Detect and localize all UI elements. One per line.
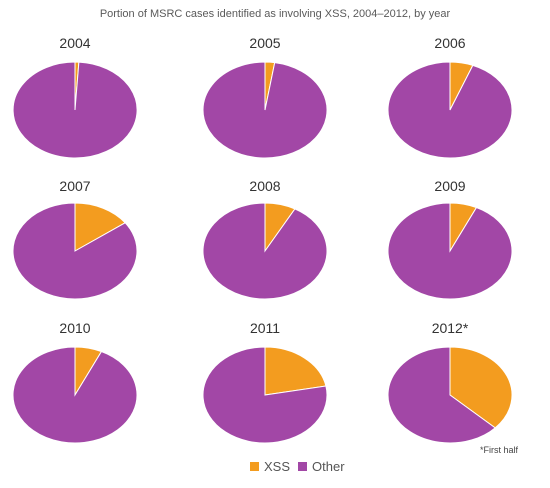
pie-2008: 2008 [202,178,328,300]
pie-2006: 2006 [387,35,513,159]
pie-2009: 2009 [387,178,513,300]
pie-label-2007: 2007 [59,178,90,194]
slice-other-2009 [387,202,513,300]
legend-item-xss: XSS [250,459,290,474]
slice-other-2006 [387,61,513,159]
slice-other-2012 [387,346,497,444]
legend-swatch-other [298,462,308,471]
pie-label-2006: 2006 [434,35,465,51]
slice-other-2004 [12,61,138,159]
slice-other-2011 [202,346,328,444]
pie-2012: 2012* [387,320,513,444]
slice-other-2008 [202,202,328,300]
slice-other-2007 [12,202,138,300]
legend-label-xss: XSS [264,459,291,474]
pie-2011: 2011 [202,320,328,444]
legend-label-other: Other [312,459,345,474]
pie-label-2010: 2010 [59,320,90,336]
pie-2005: 2005 [202,35,328,159]
slice-xss-2007 [74,202,126,252]
legend: XSS Other [250,459,353,474]
slice-other-2005 [202,61,328,159]
pie-label-2012: 2012* [432,320,469,336]
pie-label-2008: 2008 [249,178,280,194]
slice-xss-2011 [264,346,327,396]
chart-title: Portion of MSRC cases identified as invo… [99,8,451,20]
pie-2010: 2010 [12,320,138,444]
pie-2004: 2004 [12,35,138,159]
pie-2007: 2007 [12,178,138,300]
footnote: *First half [480,445,519,455]
pie-label-2009: 2009 [434,178,465,194]
pie-label-2011: 2011 [250,320,280,336]
legend-swatch-xss [250,462,259,471]
slice-other-2010 [12,346,138,444]
pie-label-2005: 2005 [249,35,280,51]
pie-label-2004: 2004 [59,35,90,51]
slice-xss-2012 [449,346,513,429]
legend-item-other: Other [298,459,345,474]
